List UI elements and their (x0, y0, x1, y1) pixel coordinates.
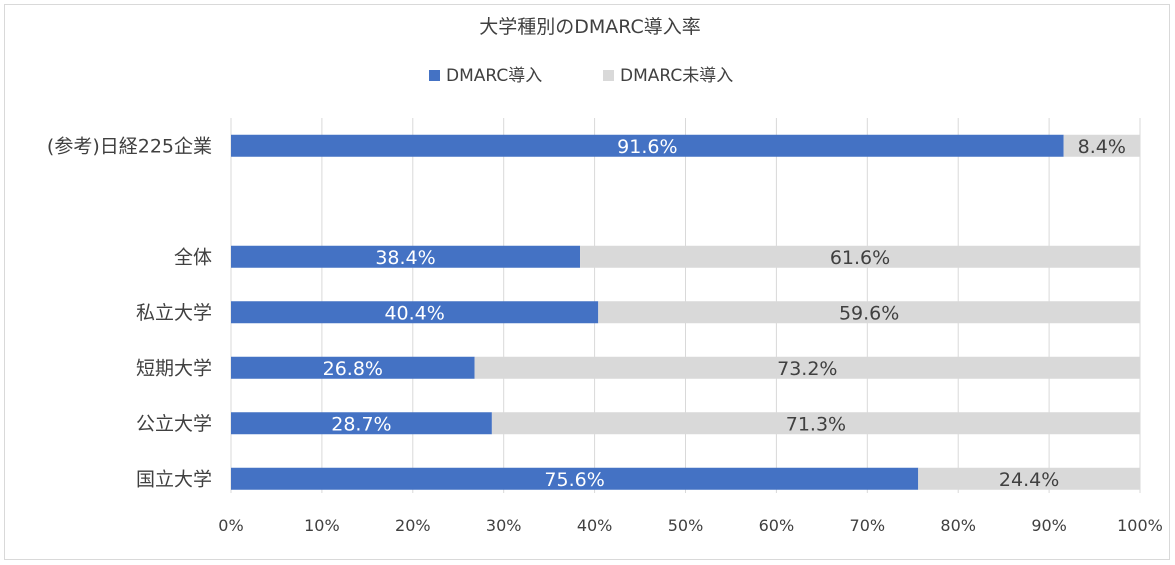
data-label: 28.7% (331, 413, 391, 435)
bar-not-adopted (598, 301, 1140, 324)
x-tick-label: 40% (577, 516, 613, 535)
bar-not-adopted (580, 245, 1140, 268)
category-label: 短期大学 (136, 357, 212, 379)
data-label: 71.3% (786, 413, 846, 435)
data-label: 61.6% (830, 247, 890, 269)
x-tick-label: 70% (850, 516, 886, 535)
data-label: 40.4% (384, 302, 444, 324)
legend-label-not-adopted: DMARC未導入 (620, 66, 733, 86)
x-tick-label: 10% (304, 516, 340, 535)
x-tick-label: 100% (1117, 516, 1163, 535)
data-label: 24.4% (999, 469, 1059, 491)
x-tick-label: 0% (218, 516, 243, 535)
legend: DMARC導入 DMARC未導入 (429, 66, 733, 86)
x-tick-label: 20% (395, 516, 431, 535)
bars (231, 134, 1140, 490)
bar-adopted (231, 245, 581, 268)
bar-not-adopted (474, 356, 1140, 379)
data-label: 91.6% (617, 136, 677, 158)
x-tick-label: 60% (759, 516, 795, 535)
data-label: 59.6% (839, 302, 899, 324)
x-tick-label: 90% (1031, 516, 1067, 535)
category-label: (参考)日経225企業 (47, 135, 212, 157)
x-tick-label: 80% (940, 516, 976, 535)
bar-adopted (231, 301, 599, 324)
category-label: 全体 (174, 246, 212, 268)
data-label: 73.2% (777, 358, 837, 380)
category-label: 国立大学 (136, 468, 212, 490)
bar-labels: 91.6% 8.4% 38.4% 61.6% 40.4% 59.6% 26.8% 73.2% 2… (323, 136, 1126, 491)
x-tick-label: 50% (668, 516, 704, 535)
legend-label-adopted: DMARC導入 (446, 66, 542, 86)
category-label: 私立大学 (136, 302, 212, 324)
legend-swatch-not-adopted (603, 70, 614, 81)
category-label: 公立大学 (136, 413, 212, 435)
bar-not-adopted (491, 412, 1140, 435)
bar-adopted (231, 467, 919, 490)
bar-adopted (231, 412, 492, 435)
bar-not-adopted (1063, 134, 1140, 157)
chart-title: 大学種別のDMARC導入率 (479, 16, 701, 38)
legend-swatch-adopted (429, 70, 440, 81)
data-label: 38.4% (375, 247, 435, 269)
x-tick-labels: 0% 10% 20% 30% 40% 50% 60% 70% 80% 90% 100% (218, 516, 1163, 535)
data-label: 75.6% (544, 469, 604, 491)
data-label: 8.4% (1078, 136, 1126, 158)
bar-adopted (231, 134, 1064, 157)
chart-frame (4, 4, 1170, 560)
bar-adopted (231, 356, 475, 379)
x-tick-label: 30% (486, 516, 522, 535)
data-label: 26.8% (323, 358, 383, 380)
bar-not-adopted (918, 467, 1140, 490)
